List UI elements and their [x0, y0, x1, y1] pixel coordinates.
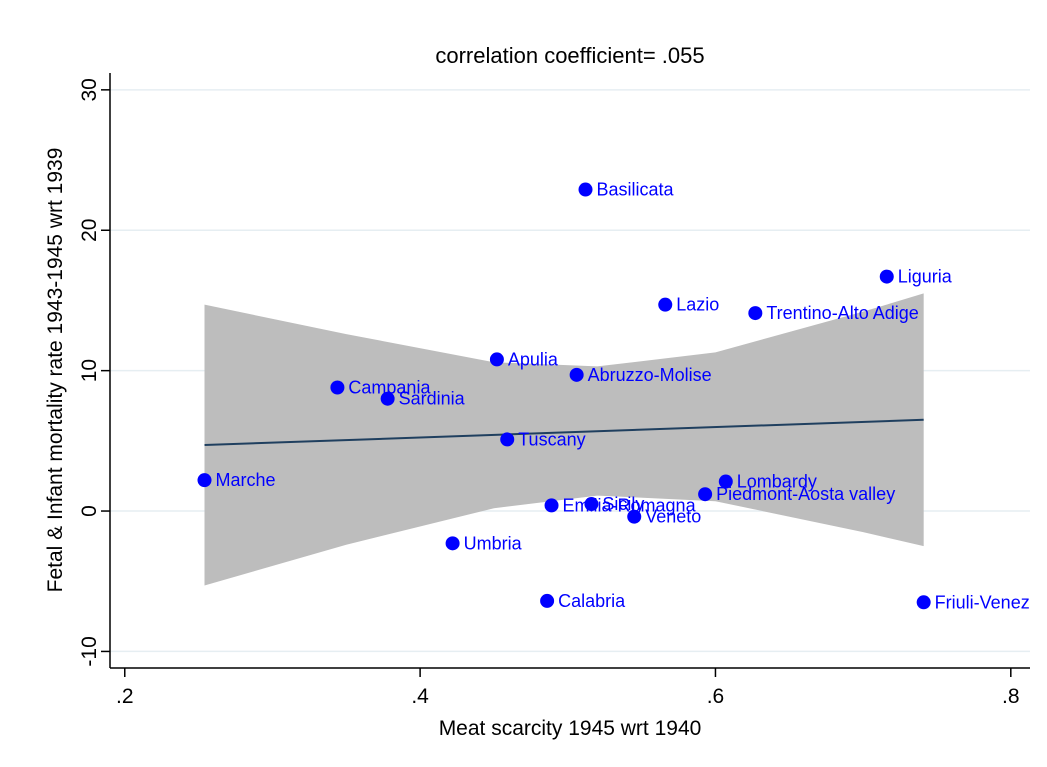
point: [500, 432, 515, 447]
point: [540, 593, 555, 608]
x-axis-title: Meat scarcity 1945 wrt 1940: [439, 717, 702, 740]
point: [658, 297, 673, 312]
point-label: Marche: [216, 470, 276, 490]
y-tick-label: -10: [78, 636, 101, 666]
point-label: Liguria: [898, 267, 953, 287]
point-label: Basilicata: [597, 180, 675, 200]
point-label: Abruzzo-Molise: [588, 365, 712, 385]
x-tick-label: .2: [116, 685, 134, 708]
point: [627, 509, 642, 524]
point-label: Friuli-Venez: [935, 592, 1030, 612]
y-tick-label: 10: [78, 359, 101, 382]
point: [584, 497, 599, 512]
point: [380, 391, 395, 406]
point: [197, 473, 212, 488]
point: [330, 380, 345, 395]
point-label: Veneto: [645, 507, 701, 527]
point-label: Lombardy: [737, 472, 817, 492]
point: [879, 269, 894, 284]
y-tick-label: 30: [78, 78, 101, 101]
point-label: Tuscany: [518, 429, 585, 449]
point: [718, 474, 733, 489]
point-label: Piedmont-Aosta valley: [716, 484, 895, 504]
point-label: Lazio: [676, 295, 719, 315]
point-label: Sicily: [602, 494, 644, 514]
point: [544, 498, 559, 513]
point-label: Calabria: [558, 591, 626, 611]
chart-title: correlation coefficient= .055: [435, 43, 704, 68]
point-label: Umbria: [464, 533, 523, 553]
point: [748, 306, 763, 321]
confidence-band: [204, 293, 924, 586]
point: [569, 367, 584, 382]
point: [698, 487, 713, 502]
point-label: Campania: [348, 377, 431, 397]
x-tick-label: .8: [1002, 685, 1020, 708]
y-tick-label: 20: [78, 219, 101, 242]
point-label: Sardinia: [399, 389, 466, 409]
point: [916, 595, 931, 610]
y-tick-label: 0: [78, 505, 101, 517]
point-label: Apulia: [508, 349, 559, 369]
point: [578, 182, 593, 197]
x-tick-label: .6: [707, 685, 725, 708]
y-axis-title: Fetal & Infant mortality rate 1943-1945 …: [44, 148, 67, 593]
point: [489, 352, 504, 367]
x-tick-label: .4: [411, 685, 429, 708]
point-label: Trentino-Alto Adige: [766, 303, 918, 323]
point: [445, 536, 460, 551]
fit-line: [204, 418, 924, 447]
